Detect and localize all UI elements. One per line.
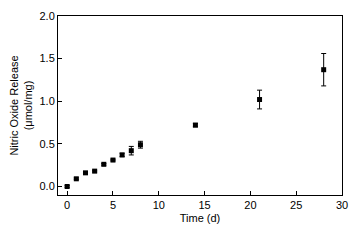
svg-text:5: 5	[110, 199, 116, 211]
svg-text:25: 25	[290, 199, 302, 211]
svg-text:1.0: 1.0	[40, 95, 55, 107]
svg-text:0.5: 0.5	[40, 138, 55, 150]
svg-text:2.0: 2.0	[40, 10, 55, 22]
svg-text:Time (d): Time (d)	[180, 212, 221, 224]
svg-text:1.5: 1.5	[40, 52, 55, 64]
svg-text:20: 20	[244, 199, 256, 211]
svg-text:15: 15	[198, 199, 210, 211]
svg-text:30: 30	[336, 199, 348, 211]
svg-text:0.0: 0.0	[40, 180, 55, 192]
svg-text:10: 10	[153, 199, 165, 211]
svg-text:Nitric Oxide Release(μmol/mg): Nitric Oxide Release(μmol/mg)	[8, 55, 34, 155]
svg-text:0: 0	[64, 199, 70, 211]
